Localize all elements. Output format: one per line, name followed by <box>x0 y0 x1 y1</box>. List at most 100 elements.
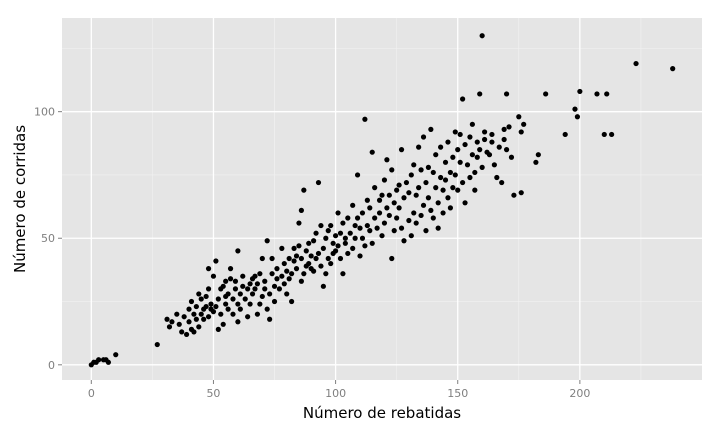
data-point <box>401 238 407 244</box>
data-point <box>237 291 243 297</box>
data-point <box>220 283 226 289</box>
data-point <box>572 106 578 112</box>
data-point <box>518 190 524 196</box>
data-point <box>191 329 197 335</box>
data-point <box>381 177 388 183</box>
data-point <box>457 159 463 165</box>
data-point <box>455 147 461 153</box>
data-point <box>298 207 304 213</box>
data-point <box>245 314 251 320</box>
data-point <box>379 233 385 239</box>
data-point <box>279 245 285 251</box>
data-point <box>340 220 346 226</box>
data-point <box>249 291 256 297</box>
data-point <box>357 225 363 231</box>
data-point <box>447 205 453 211</box>
data-point <box>332 233 339 239</box>
data-point <box>364 197 370 203</box>
data-point <box>408 172 414 178</box>
data-point <box>291 245 297 251</box>
data-point <box>113 352 119 358</box>
data-point <box>213 303 219 310</box>
data-point <box>205 266 212 272</box>
data-point <box>276 286 283 292</box>
data-point <box>398 225 405 231</box>
minor-gridlines <box>62 18 702 380</box>
data-point <box>457 131 463 138</box>
data-point <box>230 296 236 302</box>
data-point <box>262 286 268 292</box>
data-point <box>330 240 336 246</box>
data-point <box>227 276 234 282</box>
x-tick-label: 50 <box>206 387 220 400</box>
data-point <box>169 319 175 325</box>
data-point <box>364 222 370 229</box>
data-point <box>376 197 383 203</box>
data-point <box>369 149 375 155</box>
data-point <box>257 271 263 277</box>
data-point <box>186 306 192 312</box>
data-point <box>359 210 366 216</box>
data-point <box>411 162 417 168</box>
data-point <box>203 303 209 310</box>
data-point <box>472 169 478 176</box>
data-point <box>420 202 427 208</box>
data-point <box>205 286 212 292</box>
data-point <box>252 286 258 292</box>
data-point <box>413 220 419 226</box>
data-point <box>235 248 241 254</box>
data-point <box>196 324 202 330</box>
data-point <box>464 162 471 168</box>
data-point <box>440 210 446 216</box>
data-point <box>416 144 422 150</box>
data-point <box>418 212 424 219</box>
data-point <box>320 283 326 289</box>
data-point <box>232 286 239 292</box>
data-point <box>406 190 412 196</box>
data-point <box>491 162 497 168</box>
data-point <box>318 263 324 269</box>
data-point <box>577 88 583 95</box>
data-point <box>220 321 226 327</box>
data-point <box>303 248 309 254</box>
data-point <box>259 255 265 262</box>
data-point <box>208 301 214 307</box>
data-point <box>269 255 275 262</box>
data-point <box>215 296 221 302</box>
data-point <box>183 331 190 338</box>
data-point <box>391 200 397 206</box>
data-point <box>479 164 485 170</box>
data-point <box>306 240 312 246</box>
data-point <box>230 311 236 317</box>
data-point <box>474 154 480 160</box>
data-point <box>188 298 195 305</box>
data-point <box>347 230 353 236</box>
data-point <box>430 169 436 176</box>
data-point <box>406 217 412 224</box>
data-point <box>247 281 253 287</box>
data-point <box>196 291 202 297</box>
data-point <box>296 243 302 249</box>
data-point <box>609 131 615 138</box>
data-point <box>408 233 414 239</box>
data-point <box>203 293 209 300</box>
data-point <box>281 260 287 267</box>
data-point <box>601 131 607 138</box>
data-point <box>450 154 456 160</box>
data-point <box>281 281 287 287</box>
data-point <box>335 210 341 216</box>
data-point <box>433 152 439 158</box>
data-point <box>420 134 427 140</box>
data-point <box>96 357 102 363</box>
data-points <box>88 33 676 368</box>
data-point <box>489 139 495 145</box>
data-point <box>223 301 229 307</box>
data-point <box>198 311 204 317</box>
data-point <box>186 319 192 325</box>
data-point <box>413 192 419 198</box>
data-point <box>337 230 344 236</box>
data-point <box>516 114 522 120</box>
data-point <box>462 200 468 206</box>
data-point <box>435 200 441 206</box>
data-point <box>323 271 329 277</box>
